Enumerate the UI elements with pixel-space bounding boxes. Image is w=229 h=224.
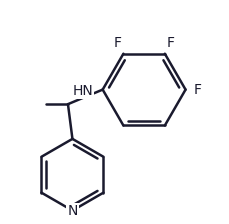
Text: N: N (67, 204, 77, 218)
Text: F: F (166, 36, 174, 50)
Text: F: F (193, 83, 201, 97)
Text: HN: HN (72, 84, 93, 98)
Text: F: F (113, 36, 121, 50)
